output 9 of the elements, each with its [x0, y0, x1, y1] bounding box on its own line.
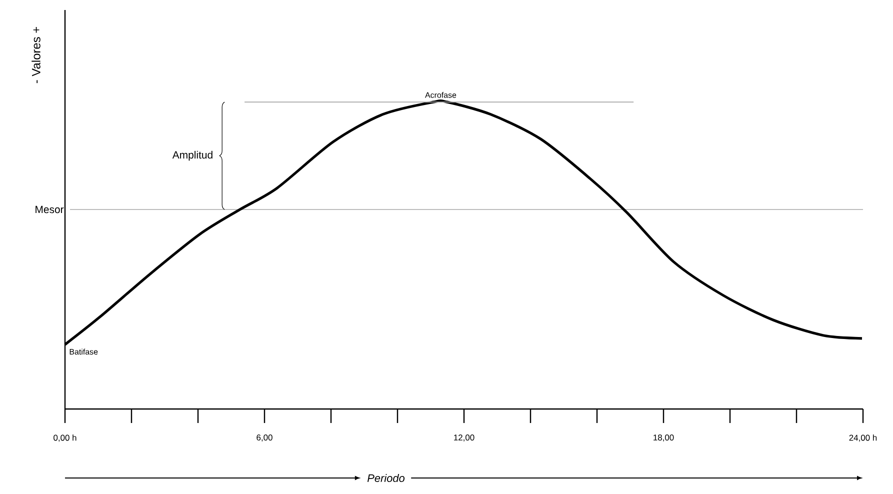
- x-axis-title: Periodo: [367, 474, 405, 482]
- ref-line-label: Mesor: [36, 206, 64, 214]
- x-tick-label: 0,00 h: [54, 434, 76, 442]
- x-tick-label: 6,00: [256, 434, 272, 442]
- annotation: Amplitud: [172, 150, 212, 161]
- x-tick-label: 12,00: [454, 434, 474, 442]
- x-tick-label: 24,00 h: [849, 434, 877, 442]
- y-axis-title: - Valores +: [32, 26, 40, 84]
- x-tick-label: 18,00: [654, 434, 674, 442]
